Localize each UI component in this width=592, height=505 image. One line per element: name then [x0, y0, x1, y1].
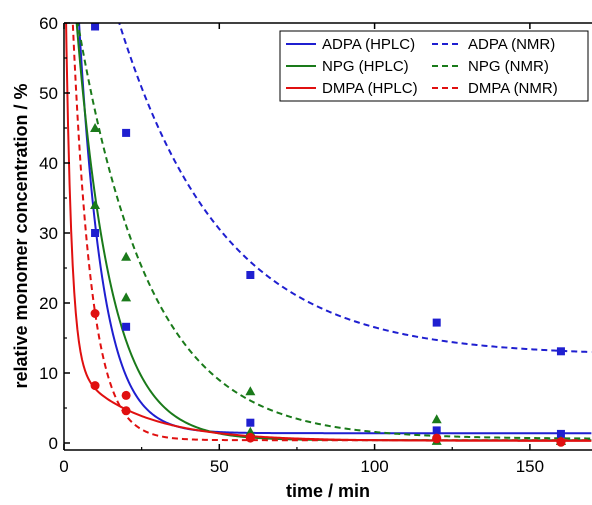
x-axis-title: time / min [286, 481, 370, 501]
data-point-0 [556, 429, 565, 438]
x-tick-label: 0 [59, 457, 68, 476]
x-tick-label: 100 [360, 457, 388, 476]
data-point-3 [431, 414, 442, 424]
data-point-1 [91, 23, 100, 31]
x-tick-label: 150 [516, 457, 544, 476]
y-tick-label: 40 [39, 154, 58, 173]
legend-label-4: DMPA (HPLC) [322, 80, 418, 97]
data-point-0 [432, 426, 441, 435]
y-tick-label: 20 [39, 294, 58, 313]
y-tick-label: 60 [39, 14, 58, 33]
data-point-0 [122, 322, 131, 331]
y-axis-title: relative monomer concentration / % [11, 83, 31, 388]
data-point-1 [556, 347, 565, 356]
legend-label-2: NPG (HPLC) [322, 58, 409, 75]
data-point-3 [90, 123, 101, 132]
data-point-3 [121, 251, 132, 261]
data-point-1 [432, 318, 441, 327]
data-point-2 [90, 200, 101, 209]
y-tick-label: 10 [39, 364, 58, 383]
legend-label-1: ADPA (NMR) [468, 36, 555, 53]
legend-label-3: NPG (NMR) [468, 58, 549, 75]
fit-curve-5 [71, 23, 592, 442]
data-point-2 [121, 292, 132, 302]
data-point-1 [122, 128, 131, 137]
legend: ADPA (HPLC) ADPA (NMR) NPG (HPLC) NPG (NMR)… [279, 30, 589, 102]
data-point-1 [246, 271, 255, 279]
data-point-0 [246, 418, 255, 427]
legend-label-0: ADPA (HPLC) [322, 36, 415, 53]
data-point-2 [245, 426, 256, 436]
data-point-5 [432, 433, 442, 443]
y-tick-label: 0 [49, 434, 58, 453]
data-point-5 [90, 309, 100, 318]
fit-curve-1 [118, 23, 592, 354]
data-point-5 [121, 390, 131, 400]
data-point-0 [91, 229, 100, 237]
data-point-4 [121, 406, 131, 416]
y-tick-label: 50 [39, 84, 58, 103]
fit-curve-0 [78, 23, 592, 435]
data-point-4 [90, 381, 100, 391]
legend-label-5: DMPA (NMR) [468, 80, 558, 97]
data-point-5 [556, 437, 566, 447]
x-tick-label: 50 [210, 457, 229, 476]
data-point-5 [245, 432, 255, 442]
fit-curve-3 [76, 23, 592, 440]
data-point-3 [245, 386, 256, 396]
y-tick-label: 30 [39, 224, 58, 243]
